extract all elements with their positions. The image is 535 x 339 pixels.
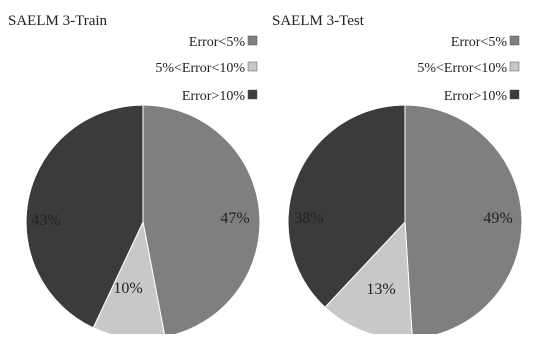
train-legend-swatch-1 <box>248 62 257 71</box>
test-slice-label-1: 13% <box>366 281 395 298</box>
test-legend-swatch-2 <box>510 90 519 99</box>
train-legend-label-2: Error>10% <box>182 89 245 104</box>
train-legend-swatch-0 <box>248 36 257 45</box>
train-legend-swatch-2 <box>248 90 257 99</box>
train-chart-title: SAELM 3-Train <box>8 13 108 29</box>
test-slice-label-0: 49% <box>483 210 512 227</box>
test-legend-label-0: Error<5% <box>451 35 507 50</box>
test-legend-label-1: 5%<Error<10% <box>417 61 507 76</box>
train-slice-label-2: 43% <box>31 212 60 229</box>
test-slice-label-2: 38% <box>294 210 323 227</box>
train-slice-label-0: 47% <box>220 210 249 227</box>
train-legend-label-1: 5%<Error<10% <box>155 61 245 76</box>
test-legend-swatch-1 <box>510 62 519 71</box>
test-legend-label-2: Error>10% <box>444 89 507 104</box>
train-legend-label-0: Error<5% <box>189 35 245 50</box>
test-chart-title: SAELM 3-Test <box>272 13 365 29</box>
test-legend-swatch-0 <box>510 36 519 45</box>
train-slice-label-1: 10% <box>113 280 142 297</box>
